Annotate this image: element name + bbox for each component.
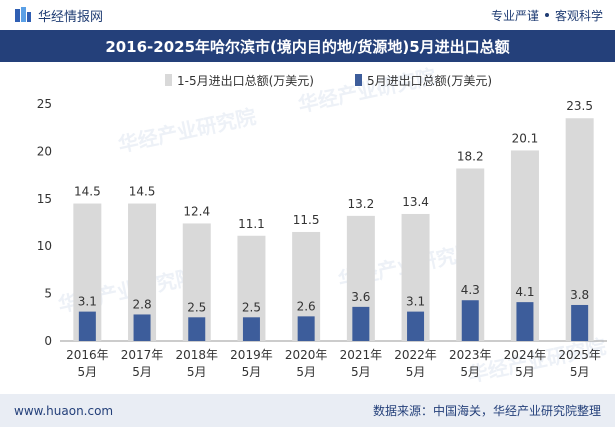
data-label-cumulative: 20.1 — [512, 131, 539, 145]
tagline: 专业严谨 客观科学 — [491, 7, 603, 24]
y-tick-label: 20 — [37, 144, 52, 158]
legend-label-cumulative: 1-5月进出口总额(万美元) — [177, 74, 314, 88]
data-label-month: 2.8 — [133, 297, 152, 311]
tag-left: 专业严谨 — [490, 8, 539, 23]
bar-month — [188, 317, 206, 341]
x-tick-label: 5月 — [242, 365, 262, 379]
x-tick-label: 2018年 — [175, 348, 218, 362]
data-label-month: 4.3 — [461, 283, 480, 297]
bar-month — [516, 302, 534, 341]
chart-title: 2016-2025年哈尔滨市(境内目的地/货源地)5月进出口总额 — [105, 37, 510, 56]
x-tick-label: 5月 — [460, 365, 480, 379]
watermark-text: 华经产业研究院 — [116, 104, 258, 157]
x-tick-label: 5月 — [351, 365, 371, 379]
brand-logo-icon — [14, 6, 32, 24]
brand[interactable]: 华经情报网 — [14, 6, 103, 25]
x-tick-label: 2020年 — [285, 348, 328, 362]
data-label-month: 3.8 — [570, 288, 589, 302]
data-label-month: 2.6 — [297, 299, 316, 313]
data-label-cumulative: 11.1 — [238, 217, 265, 231]
x-tick-label: 2022年 — [394, 348, 437, 362]
x-tick-label: 2019年 — [230, 348, 273, 362]
bar-month — [571, 304, 589, 341]
legend-swatch-cumulative — [165, 74, 172, 86]
x-tick-label: 5月 — [406, 365, 426, 379]
x-tick-label: 2017年 — [121, 348, 164, 362]
bar-month — [242, 317, 260, 341]
y-tick-label: 25 — [37, 97, 52, 111]
bar-month — [461, 300, 479, 341]
x-tick-label: 5月 — [132, 365, 152, 379]
tag-separator-dot — [544, 13, 549, 17]
bar-month — [407, 311, 425, 341]
bar-month — [78, 311, 96, 341]
x-tick-label: 2023年 — [449, 348, 492, 362]
data-label-cumulative: 18.2 — [457, 149, 484, 163]
data-label-cumulative: 23.5 — [566, 99, 593, 113]
data-label-month: 3.6 — [351, 290, 370, 304]
legend-label-month: 5月进出口总额(万美元) — [367, 74, 492, 88]
brand-name: 华经情报网 — [38, 9, 104, 25]
data-label-cumulative: 13.2 — [347, 197, 374, 211]
bar-month — [297, 316, 315, 341]
x-tick-label: 2016年 — [66, 348, 109, 362]
data-label-cumulative: 13.4 — [402, 195, 429, 209]
x-tick-label: 5月 — [570, 365, 590, 379]
y-tick-label: 15 — [37, 192, 52, 206]
x-tick-label: 2025年 — [558, 348, 601, 362]
legend-swatch-month — [355, 74, 362, 86]
chart-title-bar: 2016-2025年哈尔滨市(境内目的地/货源地)5月进出口总额 — [0, 30, 615, 62]
data-label-month: 2.5 — [242, 300, 261, 314]
data-label-cumulative: 11.5 — [293, 213, 320, 227]
footer-website[interactable]: www.huaon.com — [14, 403, 114, 418]
data-label-cumulative: 12.4 — [183, 204, 210, 218]
bar-chart: 华经产业研究院华经产业研究院华经产业研究院华经产业研究院华经产业研究院1-5月进… — [37, 64, 608, 387]
x-tick-label: 5月 — [515, 365, 535, 379]
bar-cumulative — [565, 118, 594, 341]
data-label-month: 4.1 — [515, 285, 534, 299]
data-label-month: 2.5 — [187, 300, 206, 314]
x-tick-label: 2021年 — [340, 348, 383, 362]
bar-month — [352, 306, 370, 341]
data-label-month: 3.1 — [406, 295, 425, 309]
watermark-text: 华经产业研究院 — [296, 64, 438, 117]
top-bar: 华经情报网 专业严谨 客观科学 — [0, 0, 615, 30]
data-label-month: 3.1 — [78, 295, 97, 309]
x-tick-label: 5月 — [296, 365, 316, 379]
y-tick-label: 10 — [37, 239, 52, 253]
x-tick-label: 5月 — [187, 365, 207, 379]
data-label-cumulative: 14.5 — [74, 185, 101, 199]
x-tick-label: 2024年 — [504, 348, 547, 362]
x-tick-label: 5月 — [78, 365, 98, 379]
tag-right: 客观科学 — [554, 8, 603, 23]
bar-month — [133, 314, 151, 341]
y-tick-label: 5 — [44, 287, 52, 301]
y-tick-label: 0 — [44, 334, 52, 348]
footer-source: 数据来源：中国海关，华经产业研究院整理 — [372, 404, 601, 418]
chart-area: 华经产业研究院华经产业研究院华经产业研究院华经产业研究院华经产业研究院1-5月进… — [0, 62, 615, 392]
data-label-cumulative: 14.5 — [129, 185, 156, 199]
footer-bar: www.huaon.com 数据来源：中国海关，华经产业研究院整理 — [0, 394, 615, 427]
